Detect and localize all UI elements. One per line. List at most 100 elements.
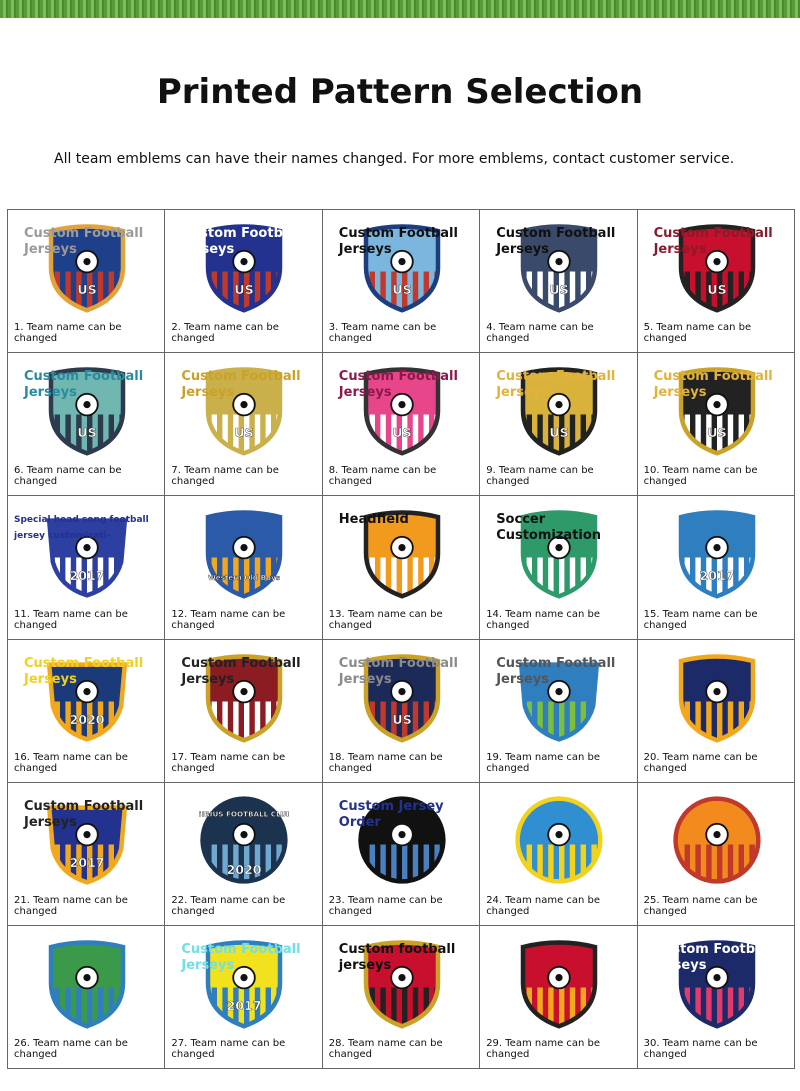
stripe bbox=[265, 557, 272, 597]
stripe bbox=[716, 414, 722, 454]
ball-patch bbox=[555, 401, 563, 409]
stripe bbox=[222, 414, 229, 454]
emblem-text: 2017 bbox=[699, 568, 734, 583]
emblem: US bbox=[678, 224, 755, 313]
stripe bbox=[412, 844, 418, 882]
stripe bbox=[423, 844, 429, 882]
emblem: US bbox=[206, 224, 283, 313]
stripe bbox=[65, 987, 71, 1027]
stripe bbox=[255, 414, 261, 454]
emblem-rim bbox=[46, 805, 128, 885]
emblem-cell: 2020 Custom Football Jerseys 16. Team name… bbox=[8, 639, 166, 783]
stripe bbox=[222, 844, 229, 882]
watermark-text: Custom Football Jerseys bbox=[181, 941, 301, 973]
stripe bbox=[548, 414, 554, 454]
emblem: SIRIUS FOOTBALL CLUB 2020 bbox=[199, 796, 289, 884]
stripe bbox=[537, 414, 543, 454]
stripe bbox=[380, 414, 386, 454]
emblem-rim bbox=[520, 510, 598, 599]
ball-patch bbox=[83, 258, 91, 266]
watermark-text: Soccer Customization bbox=[496, 512, 602, 544]
stripe bbox=[380, 844, 386, 882]
stripe bbox=[97, 701, 104, 739]
emblem bbox=[363, 510, 441, 599]
subtitle: All team emblems can have their names ch… bbox=[54, 151, 735, 167]
emblem-rim bbox=[206, 367, 283, 456]
stripe bbox=[108, 844, 114, 882]
ball-patch bbox=[83, 544, 91, 552]
caption: 14. Team name can be changed bbox=[486, 608, 601, 631]
stripe bbox=[97, 557, 104, 596]
caption: 6. Team name can be changed bbox=[14, 465, 122, 488]
stripe bbox=[537, 271, 543, 311]
emblem: US bbox=[363, 367, 441, 456]
emblem-rim bbox=[363, 367, 441, 456]
stripe bbox=[738, 701, 744, 740]
emblem-rim bbox=[518, 661, 600, 742]
watermark-text: Custom Football Jerseys bbox=[496, 655, 616, 687]
emblem-text: US bbox=[235, 425, 254, 440]
caption: 29. Team name can be changed bbox=[486, 1038, 601, 1060]
emblem-cell: US Custom Football Jerseys 10. Team name c… bbox=[637, 353, 795, 497]
stripe bbox=[559, 271, 565, 311]
stripe bbox=[87, 271, 93, 311]
stripe bbox=[548, 844, 554, 882]
emblem-cell: 20. Team name can be changed bbox=[637, 639, 795, 783]
stripe bbox=[738, 271, 744, 311]
ball-patch bbox=[398, 830, 406, 838]
emblem-rim bbox=[48, 224, 126, 313]
emblem: 2017 bbox=[46, 518, 128, 598]
stripe bbox=[423, 414, 429, 454]
stripe bbox=[727, 557, 733, 597]
emblem-rim bbox=[520, 224, 598, 313]
emblem-text: US bbox=[392, 425, 411, 440]
emblem-rim bbox=[206, 940, 283, 1029]
stripe bbox=[559, 557, 565, 597]
stripe bbox=[401, 271, 408, 311]
stripe bbox=[380, 557, 386, 597]
ball-patch bbox=[83, 830, 91, 838]
ball-patch bbox=[240, 687, 248, 695]
ball-patch bbox=[398, 401, 406, 409]
emblem-rim bbox=[46, 661, 128, 742]
stripe bbox=[548, 271, 554, 311]
emblem: 2020 bbox=[46, 661, 128, 742]
stripe bbox=[559, 844, 565, 882]
stripe bbox=[569, 987, 576, 1027]
emblem bbox=[518, 661, 600, 742]
stripe bbox=[390, 844, 397, 882]
ball-patch bbox=[712, 973, 721, 982]
watermark-text: Custom Football Jerseys bbox=[496, 369, 616, 401]
stripe bbox=[233, 844, 239, 882]
watermark-text: Headfield bbox=[338, 512, 409, 528]
caption: 28. Team name can be changed bbox=[328, 1038, 443, 1060]
stripe bbox=[390, 414, 397, 454]
caption: 18. Team name can be changed bbox=[328, 751, 443, 774]
stripe bbox=[727, 414, 733, 454]
title: Printed Pattern Selection bbox=[156, 72, 644, 112]
stripe bbox=[423, 987, 429, 1027]
emblem-cell: US Custom Football Jerseys 3. Team name ca… bbox=[322, 210, 481, 354]
stripe bbox=[412, 557, 418, 597]
stripe bbox=[255, 557, 261, 597]
stripe bbox=[716, 557, 722, 597]
stripe bbox=[727, 701, 733, 740]
stripe bbox=[65, 701, 71, 739]
ball-patch bbox=[83, 401, 91, 409]
watermark-text: Custom Football Jerseys bbox=[24, 226, 144, 257]
caption: 24. Team name can be changed bbox=[486, 894, 601, 917]
stripe bbox=[369, 844, 375, 882]
stripe bbox=[705, 557, 712, 597]
stripe bbox=[738, 844, 744, 882]
stripe bbox=[222, 557, 229, 597]
stripe bbox=[265, 701, 272, 740]
caption: 5. Team name can be changed bbox=[643, 322, 752, 345]
emblem-rim bbox=[678, 367, 755, 456]
stripe bbox=[244, 557, 250, 597]
emblem: US bbox=[678, 367, 755, 456]
emblem-rim bbox=[363, 510, 441, 599]
emblem-rim bbox=[678, 510, 755, 599]
stripe bbox=[705, 414, 712, 454]
caption: 4. Team name can be changed bbox=[486, 322, 594, 345]
caption: 17. Team name can be changed bbox=[171, 751, 286, 774]
